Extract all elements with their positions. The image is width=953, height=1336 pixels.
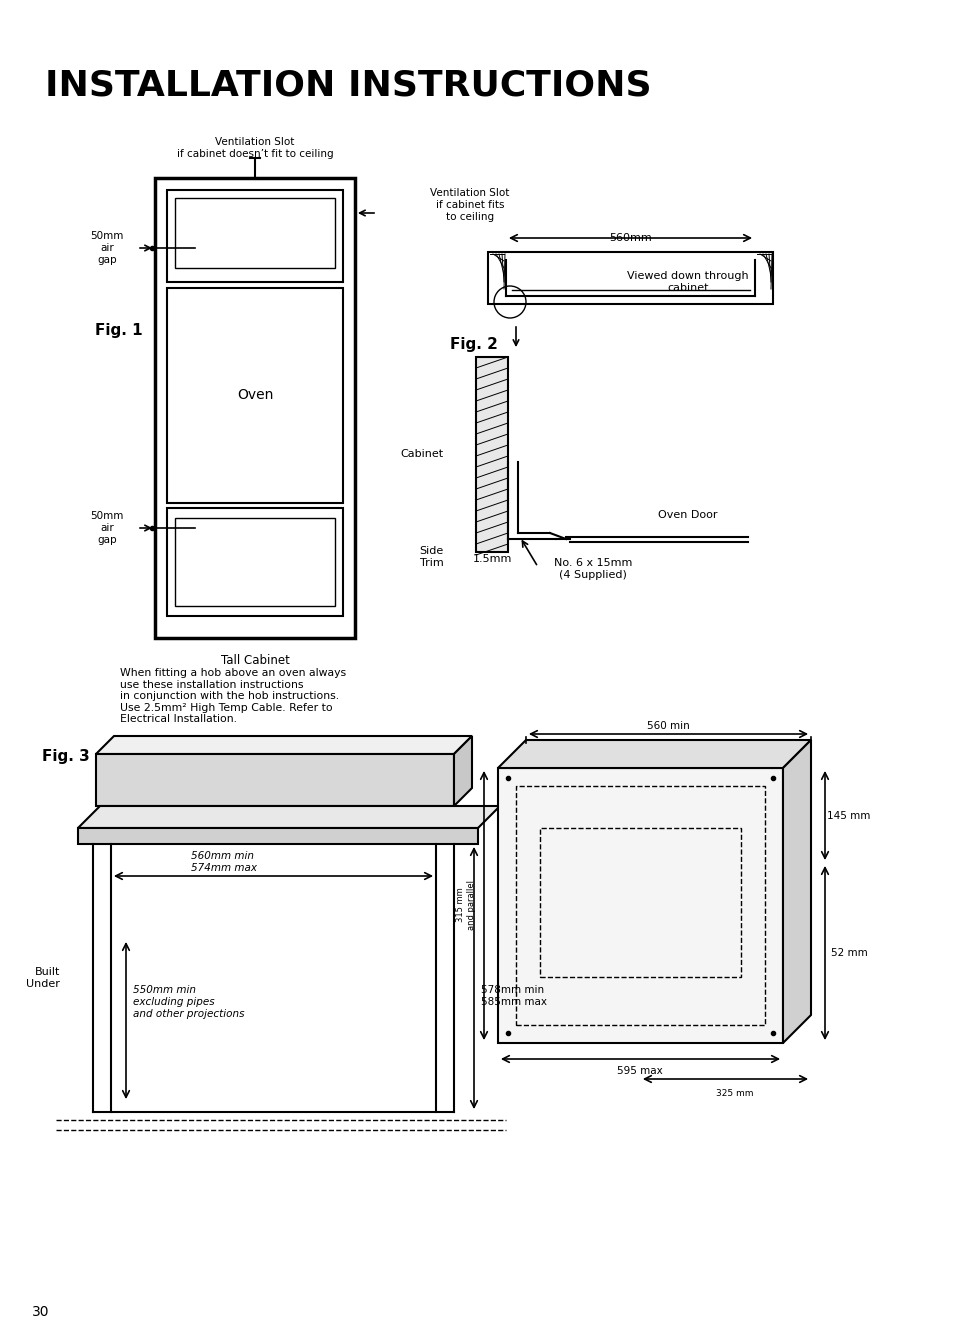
Text: Viewed down through
cabinet: Viewed down through cabinet	[626, 271, 748, 293]
Text: Ventilation Slot
if cabinet fits
to ceiling: Ventilation Slot if cabinet fits to ceil…	[430, 188, 509, 222]
Bar	[516, 786, 764, 1025]
Polygon shape	[78, 806, 499, 828]
Polygon shape	[78, 828, 477, 844]
Bar	[488, 253, 772, 305]
Text: 325 mm: 325 mm	[716, 1089, 753, 1097]
Text: When fitting a hob above an oven always
use these installation instructions
in c: When fitting a hob above an oven always …	[120, 668, 346, 724]
Text: Oven: Oven	[236, 387, 273, 402]
Bar	[154, 178, 355, 639]
Text: 595 max: 595 max	[617, 1066, 662, 1075]
Polygon shape	[96, 736, 472, 754]
Polygon shape	[96, 754, 454, 806]
Text: 560mm: 560mm	[609, 232, 652, 243]
Polygon shape	[497, 740, 810, 768]
Bar	[167, 190, 343, 282]
Text: Fig. 3: Fig. 3	[42, 748, 90, 763]
Text: 50mm
air
gap: 50mm air gap	[91, 512, 124, 545]
Text: Ventilation Slot
if cabinet doesn’t fit to ceiling: Ventilation Slot if cabinet doesn’t fit …	[176, 138, 333, 159]
Bar	[539, 828, 740, 977]
Text: INSTALLATION INSTRUCTIONS: INSTALLATION INSTRUCTIONS	[45, 68, 651, 102]
Text: 52 mm: 52 mm	[830, 949, 866, 958]
Bar	[476, 357, 507, 552]
Text: 550mm min
excluding pipes
and other projections: 550mm min excluding pipes and other proj…	[132, 986, 244, 1018]
Text: No. 6 x 15mm
(4 Supplied): No. 6 x 15mm (4 Supplied)	[554, 558, 632, 580]
Bar	[174, 518, 335, 607]
Text: Cabinet: Cabinet	[400, 449, 443, 460]
Text: 1.5mm: 1.5mm	[473, 554, 512, 564]
Bar	[167, 289, 343, 502]
Text: 578mm min
585mm max: 578mm min 585mm max	[480, 985, 546, 1007]
Polygon shape	[454, 736, 472, 806]
Bar	[167, 508, 343, 616]
Text: 145 mm: 145 mm	[826, 811, 870, 822]
Text: Fig. 1: Fig. 1	[95, 322, 143, 338]
Polygon shape	[782, 740, 810, 1043]
Text: Built
Under: Built Under	[26, 967, 60, 989]
Text: 30: 30	[32, 1305, 50, 1319]
Text: 560 min: 560 min	[646, 721, 689, 731]
Bar	[174, 198, 335, 269]
Text: 315 mm
and parallel: 315 mm and parallel	[456, 880, 476, 930]
Text: 50mm
air
gap: 50mm air gap	[91, 231, 124, 265]
Text: Tall Cabinet: Tall Cabinet	[220, 653, 289, 667]
Bar	[497, 768, 782, 1043]
Text: Oven Door: Oven Door	[658, 510, 717, 520]
Text: 560mm min
574mm max: 560mm min 574mm max	[191, 851, 256, 872]
Text: Fig. 2: Fig. 2	[450, 337, 497, 351]
Text: Side
Trim: Side Trim	[419, 546, 443, 568]
